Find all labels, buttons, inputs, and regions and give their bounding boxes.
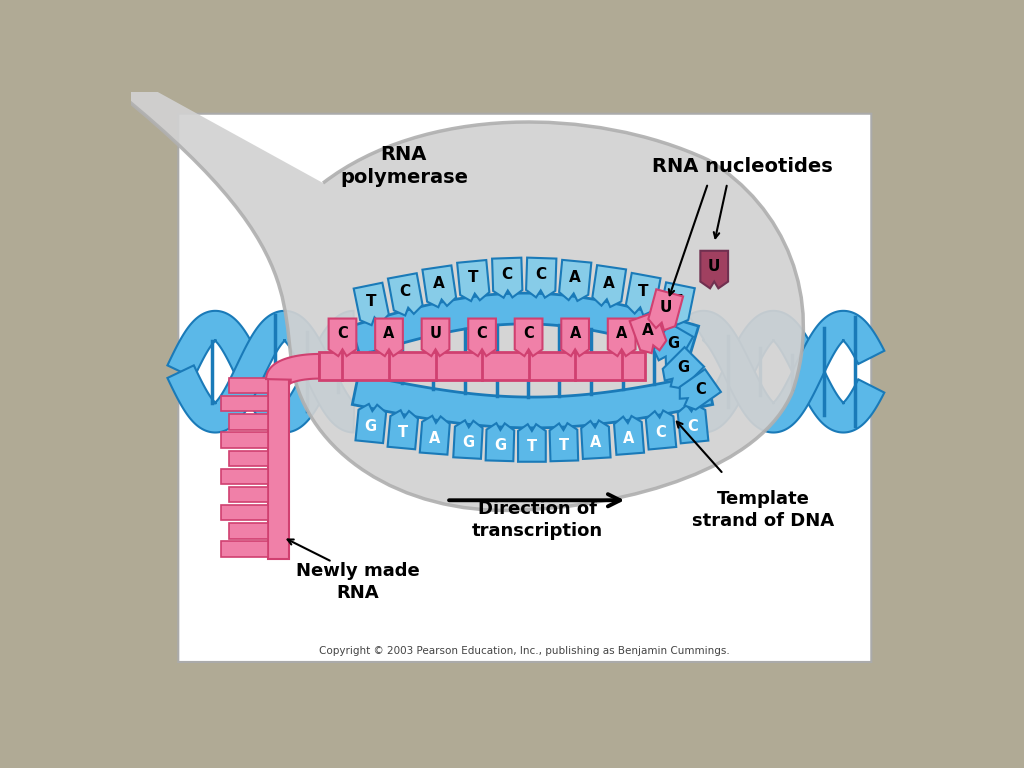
Text: Template
strand of DNA: Template strand of DNA — [692, 490, 835, 531]
Text: G: G — [677, 360, 689, 376]
Text: C: C — [655, 425, 667, 440]
Polygon shape — [387, 410, 418, 449]
FancyBboxPatch shape — [221, 468, 267, 484]
Polygon shape — [614, 416, 644, 455]
FancyBboxPatch shape — [229, 451, 267, 466]
Polygon shape — [468, 319, 496, 356]
Text: T: T — [468, 270, 478, 285]
Text: T: T — [559, 438, 569, 453]
Polygon shape — [457, 260, 489, 301]
Polygon shape — [352, 374, 713, 428]
FancyBboxPatch shape — [221, 432, 267, 448]
FancyBboxPatch shape — [229, 523, 267, 538]
PathPatch shape — [289, 122, 804, 511]
Polygon shape — [689, 311, 885, 432]
Text: C: C — [523, 326, 534, 342]
Text: A: A — [624, 431, 635, 446]
Polygon shape — [526, 257, 556, 298]
Polygon shape — [653, 323, 693, 365]
Text: C: C — [337, 326, 348, 342]
Polygon shape — [630, 312, 667, 353]
Polygon shape — [561, 319, 589, 356]
Text: U: U — [659, 300, 672, 315]
Polygon shape — [648, 290, 683, 330]
FancyBboxPatch shape — [221, 396, 267, 412]
Text: C: C — [477, 326, 487, 342]
Text: U: U — [429, 326, 441, 342]
Text: A: A — [569, 270, 581, 285]
Text: T: T — [366, 294, 377, 309]
Polygon shape — [700, 251, 728, 288]
Text: U: U — [708, 259, 721, 273]
Text: G: G — [668, 336, 680, 351]
Polygon shape — [518, 424, 546, 462]
Polygon shape — [388, 273, 423, 316]
FancyBboxPatch shape — [229, 414, 267, 429]
Polygon shape — [680, 369, 721, 409]
Polygon shape — [329, 319, 356, 356]
Text: A: A — [429, 431, 440, 445]
Polygon shape — [559, 260, 591, 301]
Text: A: A — [590, 435, 601, 450]
Polygon shape — [659, 283, 694, 325]
FancyBboxPatch shape — [221, 505, 267, 521]
Text: C: C — [695, 382, 706, 397]
Text: C: C — [536, 266, 547, 282]
Polygon shape — [266, 354, 319, 384]
Polygon shape — [550, 423, 579, 462]
Text: G: G — [494, 438, 506, 453]
Text: A: A — [569, 326, 581, 342]
Text: A: A — [383, 326, 394, 342]
Text: Copyright © 2003 Pearson Education, Inc., publishing as Benjamin Cummings.: Copyright © 2003 Pearson Education, Inc.… — [319, 646, 730, 656]
Polygon shape — [626, 273, 660, 315]
Polygon shape — [355, 404, 386, 443]
FancyBboxPatch shape — [229, 487, 267, 502]
Text: T: T — [397, 425, 408, 440]
Text: C: C — [688, 419, 698, 434]
Text: RNA nucleotides: RNA nucleotides — [652, 157, 834, 176]
Text: A: A — [642, 323, 654, 339]
Text: Newly made
RNA: Newly made RNA — [296, 561, 420, 602]
FancyBboxPatch shape — [221, 541, 267, 557]
Polygon shape — [582, 420, 610, 459]
Polygon shape — [608, 319, 636, 356]
Text: T: T — [526, 439, 537, 454]
Text: A: A — [603, 276, 615, 291]
Polygon shape — [646, 410, 676, 449]
Polygon shape — [678, 404, 709, 443]
Text: C: C — [502, 266, 513, 282]
Polygon shape — [167, 311, 355, 432]
Text: T: T — [672, 293, 682, 309]
Text: G: G — [462, 435, 474, 450]
FancyBboxPatch shape — [178, 114, 871, 662]
Polygon shape — [663, 347, 705, 389]
Text: Direction of
transcription: Direction of transcription — [472, 500, 603, 541]
Text: G: G — [365, 419, 377, 434]
Polygon shape — [689, 311, 885, 432]
Text: RNA
polymerase: RNA polymerase — [340, 145, 468, 187]
Text: C: C — [399, 284, 411, 300]
Text: A: A — [616, 326, 628, 342]
Polygon shape — [420, 415, 450, 455]
Text: A: A — [433, 276, 445, 291]
Polygon shape — [593, 265, 626, 307]
Polygon shape — [454, 420, 482, 458]
Polygon shape — [422, 319, 450, 356]
Polygon shape — [351, 293, 698, 356]
Polygon shape — [319, 353, 645, 380]
Polygon shape — [493, 258, 522, 298]
Polygon shape — [423, 266, 456, 307]
Polygon shape — [375, 319, 402, 356]
Text: T: T — [638, 284, 648, 299]
Polygon shape — [353, 283, 389, 325]
Polygon shape — [515, 319, 543, 356]
Polygon shape — [485, 423, 514, 462]
Polygon shape — [167, 311, 355, 432]
FancyBboxPatch shape — [267, 379, 289, 559]
FancyBboxPatch shape — [229, 378, 267, 393]
